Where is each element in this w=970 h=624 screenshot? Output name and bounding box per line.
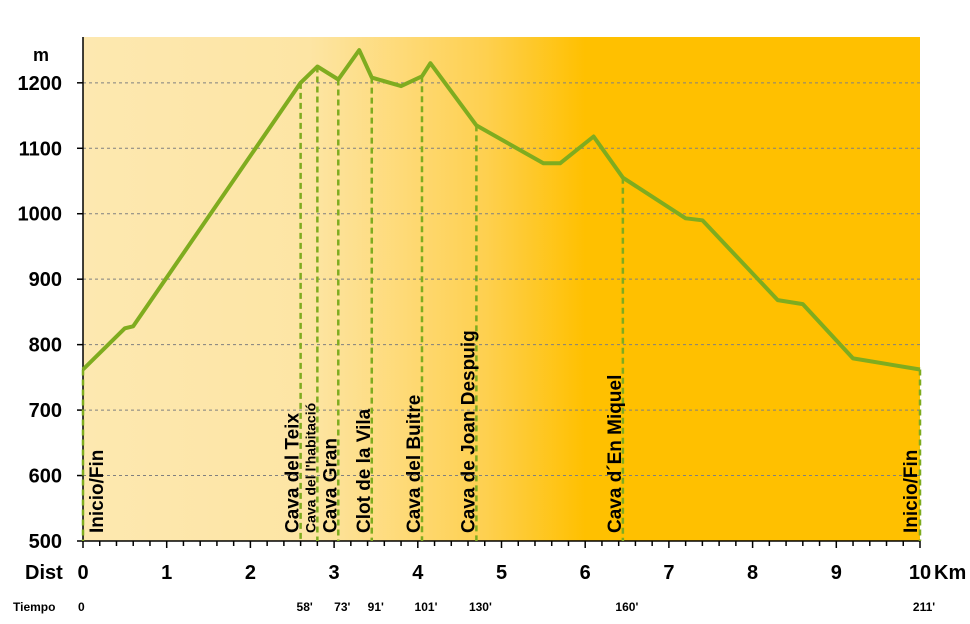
y-tick-label: 1200	[18, 73, 63, 95]
x-axis-label-km: Km	[934, 562, 966, 584]
waypoint-label: Cava del Buitre	[404, 395, 425, 533]
y-tick-label: 800	[29, 335, 62, 357]
y-tick-labels: 500 600 700 800 900 1000 1100 1200	[18, 73, 63, 553]
time-label: 58'	[297, 600, 313, 614]
y-tick-label: 700	[29, 400, 62, 422]
time-row-label: Tiempo	[13, 600, 55, 614]
x-tick-label: 8	[747, 562, 758, 584]
x-tick-label: 0	[77, 562, 88, 584]
waypoint-label: Cava de Joan Despuig	[458, 330, 479, 533]
waypoint-label: Cava d´En Miquel	[605, 375, 626, 533]
time-label: 73'	[334, 600, 350, 614]
time-label: 101'	[415, 600, 438, 614]
x-axis-label-dist: Dist	[25, 562, 63, 584]
x-tick-label: 4	[412, 562, 424, 584]
y-tick-label: 600	[29, 466, 62, 488]
y-tick-label: 1000	[18, 204, 63, 226]
x-tick-label: 3	[329, 562, 340, 584]
waypoint-label: Cava del l'habitació	[302, 403, 318, 533]
axes	[77, 37, 921, 548]
x-tick-label: 9	[831, 562, 842, 584]
time-label: 130'	[469, 600, 492, 614]
plot-background	[83, 37, 920, 541]
gridlines	[83, 82, 920, 477]
x-tick-label: 7	[663, 562, 674, 584]
time-label: 160'	[615, 600, 638, 614]
x-tick-label: 1	[161, 562, 172, 584]
waypoint-label: Cava Gran	[320, 438, 341, 533]
waypoint-drop-lines	[81, 66, 922, 541]
waypoint-label: Inicio/Fin	[87, 450, 108, 533]
time-label: 91'	[368, 600, 384, 614]
waypoint-label: Cava del Teix	[283, 413, 304, 533]
waypoint-label: Clot de la Vila	[354, 408, 375, 533]
time-labels: 0 58' 73' 91' 101' 130' 160' 211'	[78, 600, 935, 614]
elevation-line	[81, 48, 921, 372]
time-label: 211'	[913, 600, 935, 614]
y-axis-label: m	[33, 45, 49, 65]
waypoint-label: Inicio/Fin	[901, 450, 922, 533]
y-tick-label: 1100	[19, 138, 62, 160]
x-tick-label: 5	[496, 562, 507, 584]
x-tick-label: 10	[909, 562, 931, 584]
y-tick-label: 500	[29, 531, 62, 553]
x-tick-label: 6	[580, 562, 591, 584]
y-tick-label: 900	[29, 269, 62, 291]
x-tick-label: 2	[245, 562, 256, 584]
x-tick-labels: 0 1 2 3 4 5 6 7 8 9 10	[77, 562, 931, 584]
time-label: 0	[78, 600, 85, 614]
